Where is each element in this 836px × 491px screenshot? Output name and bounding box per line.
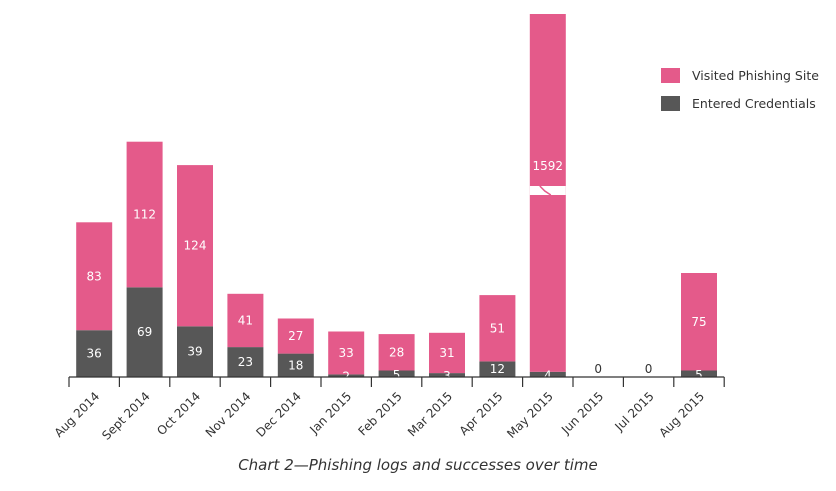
bars-layer [76,14,717,377]
x-tick-label-jul-2015: Jul 2015 [612,389,657,434]
label-visited-dec-2014: 27 [288,329,303,343]
label-entered-sept-2014: 69 [137,325,152,339]
x-tick-label-may-2015: May 2015 [504,389,556,441]
bar-entered-aug-2015 [681,370,717,377]
label-entered-jun-2015: 0 [594,362,602,376]
label-visited-feb-2015: 28 [389,345,404,359]
label-visited-aug-2015: 75 [691,315,706,329]
label-visited-may-2015: 1592 [533,159,564,173]
axis-break-mark [539,185,552,196]
legend-swatch-entered [661,96,680,111]
legend-label-visited: Visited Phishing Site [692,68,819,83]
label-entered-aug-2015: 5 [695,368,703,382]
label-entered-aug-2014: 36 [87,347,102,361]
legend-swatch-visited [661,68,680,83]
bar-visited-dec-2014 [277,318,314,354]
bar-visited-nov-2014 [227,293,264,348]
bar-entered-jan-2015 [328,374,365,377]
bar-entered-feb-2015 [378,370,415,377]
bar-entered-oct-2014 [177,326,213,377]
bar-entered-apr-2015 [479,361,516,377]
legend: Visited Phishing Site Entered Credential… [661,68,819,111]
bar-visited-aug-2015 [681,273,717,371]
label-entered-mar-2015: 3 [443,369,451,383]
label-visited-nov-2014: 41 [238,313,253,327]
label-entered-may-2015: 4 [544,368,552,382]
x-tick-label-nov-2014: Nov 2014 [203,389,254,440]
bar-entered-mar-2015 [429,373,465,377]
bar-visited-apr-2015 [479,295,516,362]
bar-visited-aug-2014 [76,222,113,331]
legend-label-entered: Entered Credentials [692,96,816,111]
bar-visited-oct-2014 [177,165,213,327]
x-tick-label-sept-2014: Sept 2014 [99,389,153,443]
label-visited-sept-2014: 112 [133,208,156,222]
bar-visited-mar-2015 [429,332,465,374]
x-tick-label-aug-2014: Aug 2014 [52,389,103,440]
label-entered-oct-2014: 39 [187,345,202,359]
label-entered-feb-2015: 5 [393,368,401,382]
x-tick-label-oct-2014: Oct 2014 [154,389,203,438]
label-entered-dec-2014: 18 [288,358,303,372]
chart-caption: Chart 2—Phishing logs and successes over… [238,456,598,474]
bar-visited-jan-2015 [328,331,365,375]
x-tick-label-feb-2015: Feb 2015 [356,389,405,438]
x-tick-label-mar-2015: Mar 2015 [405,389,455,439]
label-entered-jul-2015: 0 [645,362,653,376]
x-tick-label-apr-2015: Apr 2015 [457,389,506,438]
bar-visited-sept-2014 [126,141,163,288]
bar-visited-feb-2015 [378,334,415,371]
label-entered-apr-2015: 12 [490,362,505,376]
bar-entered-aug-2014 [76,330,113,377]
bar-entered-sept-2014 [126,287,163,377]
x-tick-label-dec-2014: Dec 2014 [253,389,304,440]
label-visited-apr-2015: 51 [490,321,505,335]
axis-break-gap [529,186,566,195]
label-entered-nov-2014: 23 [238,355,253,369]
label-visited-aug-2014: 83 [87,269,102,283]
bar-entered-dec-2014 [277,353,314,377]
x-tick-label-jan-2015: Jan 2015 [306,389,354,437]
label-visited-jan-2015: 33 [339,346,354,360]
bar-entered-nov-2014 [227,347,264,377]
label-visited-oct-2014: 124 [184,239,207,253]
x-tick-label-jun-2015: Jun 2015 [558,389,606,437]
bar-entered-may-2015 [529,371,566,377]
x-tick-label-aug-2015: Aug 2015 [656,389,707,440]
label-visited-mar-2015: 31 [439,346,454,360]
